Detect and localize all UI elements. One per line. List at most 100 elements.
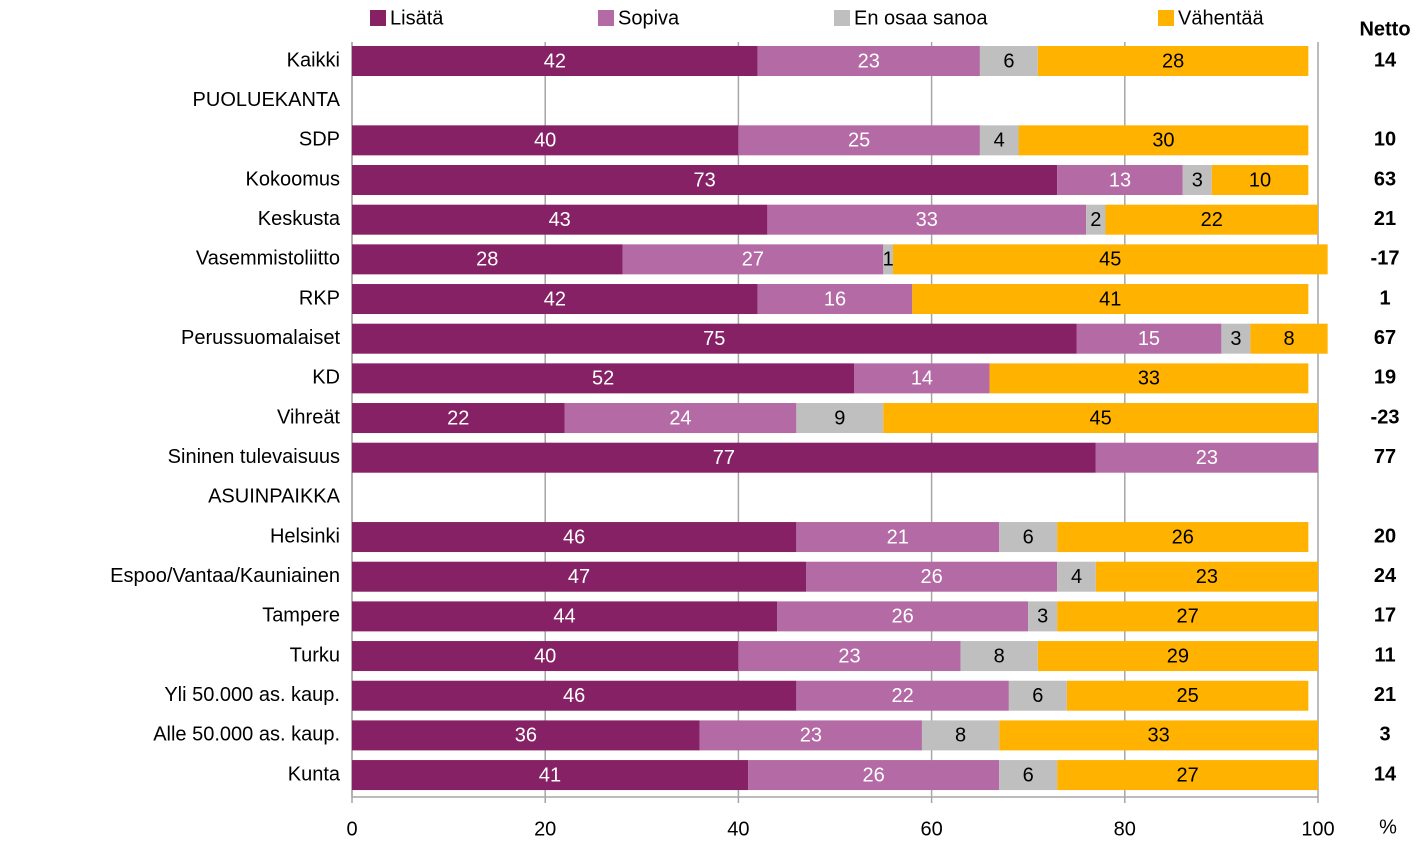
bar-segment xyxy=(979,46,1038,76)
bar-segment xyxy=(999,720,1318,751)
value-label: 26 xyxy=(863,764,885,786)
value-label: 8 xyxy=(994,645,1005,667)
bar-segment xyxy=(352,680,797,711)
bar-segment xyxy=(1221,323,1251,354)
value-label: 9 xyxy=(834,407,845,429)
value-label: 22 xyxy=(447,407,469,429)
value-label: 42 xyxy=(544,288,566,310)
value-label: 47 xyxy=(568,566,590,588)
y-tick-label: Tampere xyxy=(262,605,340,627)
value-label: 23 xyxy=(1196,447,1218,469)
value-label: 23 xyxy=(858,50,880,72)
bar-segment xyxy=(352,760,749,791)
bar-segment xyxy=(1250,323,1328,354)
value-label: 22 xyxy=(1201,209,1223,231)
x-tick-label: 0 xyxy=(346,818,357,840)
value-label: 28 xyxy=(1162,50,1184,72)
netto-value: 21 xyxy=(1374,208,1396,230)
bar-segment xyxy=(1182,165,1212,196)
bar-segment xyxy=(352,165,1058,196)
y-tick-label: Yli 50.000 as. kaup. xyxy=(164,684,340,706)
value-label: 33 xyxy=(1147,725,1169,747)
legend-label: En osaa sanoa xyxy=(854,7,988,29)
value-label: 40 xyxy=(534,645,556,667)
bar-segment xyxy=(352,125,739,156)
value-label: 33 xyxy=(916,209,938,231)
value-label: 33 xyxy=(1138,368,1160,390)
value-label: 40 xyxy=(534,130,556,152)
y-tick-label: RKP xyxy=(299,287,340,309)
bar-segment xyxy=(1037,46,1309,76)
value-label: 45 xyxy=(1099,249,1121,271)
x-tick-label: 80 xyxy=(1114,818,1136,840)
value-label: 4 xyxy=(1071,566,1082,588)
bar-segment xyxy=(796,680,1009,711)
bar-segment xyxy=(921,720,1000,751)
value-label: 2 xyxy=(1090,209,1101,231)
bar-segment xyxy=(757,46,980,76)
value-label: 27 xyxy=(742,249,764,271)
value-label: 42 xyxy=(544,50,566,72)
bar-segment xyxy=(912,284,1309,315)
value-label: 3 xyxy=(1192,169,1203,191)
bar-segment xyxy=(1008,680,1067,711)
bar-segment xyxy=(1095,442,1318,473)
value-label: 6 xyxy=(1023,526,1034,548)
value-label: 43 xyxy=(549,209,571,231)
value-label: 25 xyxy=(1176,685,1198,707)
netto-value: 14 xyxy=(1374,49,1397,71)
netto-value: 77 xyxy=(1374,446,1396,468)
value-label: 45 xyxy=(1090,407,1112,429)
bar-segment xyxy=(352,641,739,672)
value-label: 30 xyxy=(1152,130,1174,152)
bar-segment xyxy=(999,760,1058,791)
legend-swatch xyxy=(598,10,614,26)
value-label: 26 xyxy=(920,566,942,588)
netto-value: -23 xyxy=(1371,406,1400,428)
netto-value: 20 xyxy=(1374,525,1396,547)
value-label: 4 xyxy=(994,130,1005,152)
legend-swatch xyxy=(370,10,386,26)
y-tick-label: Vihreät xyxy=(277,406,340,428)
netto-value: 24 xyxy=(1374,565,1397,587)
x-tick-label: 100 xyxy=(1301,818,1334,840)
legend-label: Lisätä xyxy=(390,7,444,29)
value-label: 6 xyxy=(1003,50,1014,72)
bar-segment xyxy=(1211,165,1309,196)
bar-segment xyxy=(796,403,884,434)
y-tick-label: Kaikki xyxy=(287,49,340,71)
bar-segment xyxy=(1018,125,1309,156)
value-label: 21 xyxy=(887,526,909,548)
bar-segment xyxy=(699,720,922,751)
bar-segment xyxy=(352,244,623,275)
bar-segment xyxy=(1057,165,1183,196)
bar-segment xyxy=(1066,680,1309,711)
y-tick-label: KD xyxy=(312,367,340,389)
value-label: 28 xyxy=(476,249,498,271)
y-tick-label: Kunta xyxy=(288,763,341,785)
netto-value: 3 xyxy=(1379,724,1390,746)
value-label: 52 xyxy=(592,368,614,390)
bar-segment xyxy=(1076,323,1222,354)
value-label: 1 xyxy=(883,249,894,271)
bar-segment xyxy=(1086,204,1106,235)
bar-segment xyxy=(622,244,884,275)
value-label: 41 xyxy=(1099,288,1121,310)
legend-swatch xyxy=(1158,10,1174,26)
value-label: 77 xyxy=(713,447,735,469)
bar-segment xyxy=(979,125,1019,156)
bar-segment xyxy=(1057,601,1318,632)
bar-segment xyxy=(1057,561,1096,592)
value-label: 8 xyxy=(1283,328,1294,350)
value-label: 26 xyxy=(891,606,913,628)
bar-segment xyxy=(777,601,1029,632)
value-label: 73 xyxy=(693,169,715,191)
value-label: 23 xyxy=(838,645,860,667)
y-tick-label: Turku xyxy=(290,644,340,666)
bar-segment xyxy=(999,522,1058,553)
netto-value: 67 xyxy=(1374,327,1396,349)
y-tick-label: Alle 50.000 as. kaup. xyxy=(153,724,340,746)
bar-segment xyxy=(806,561,1058,592)
bar-segment xyxy=(1028,601,1058,632)
bar-segment xyxy=(352,363,855,394)
